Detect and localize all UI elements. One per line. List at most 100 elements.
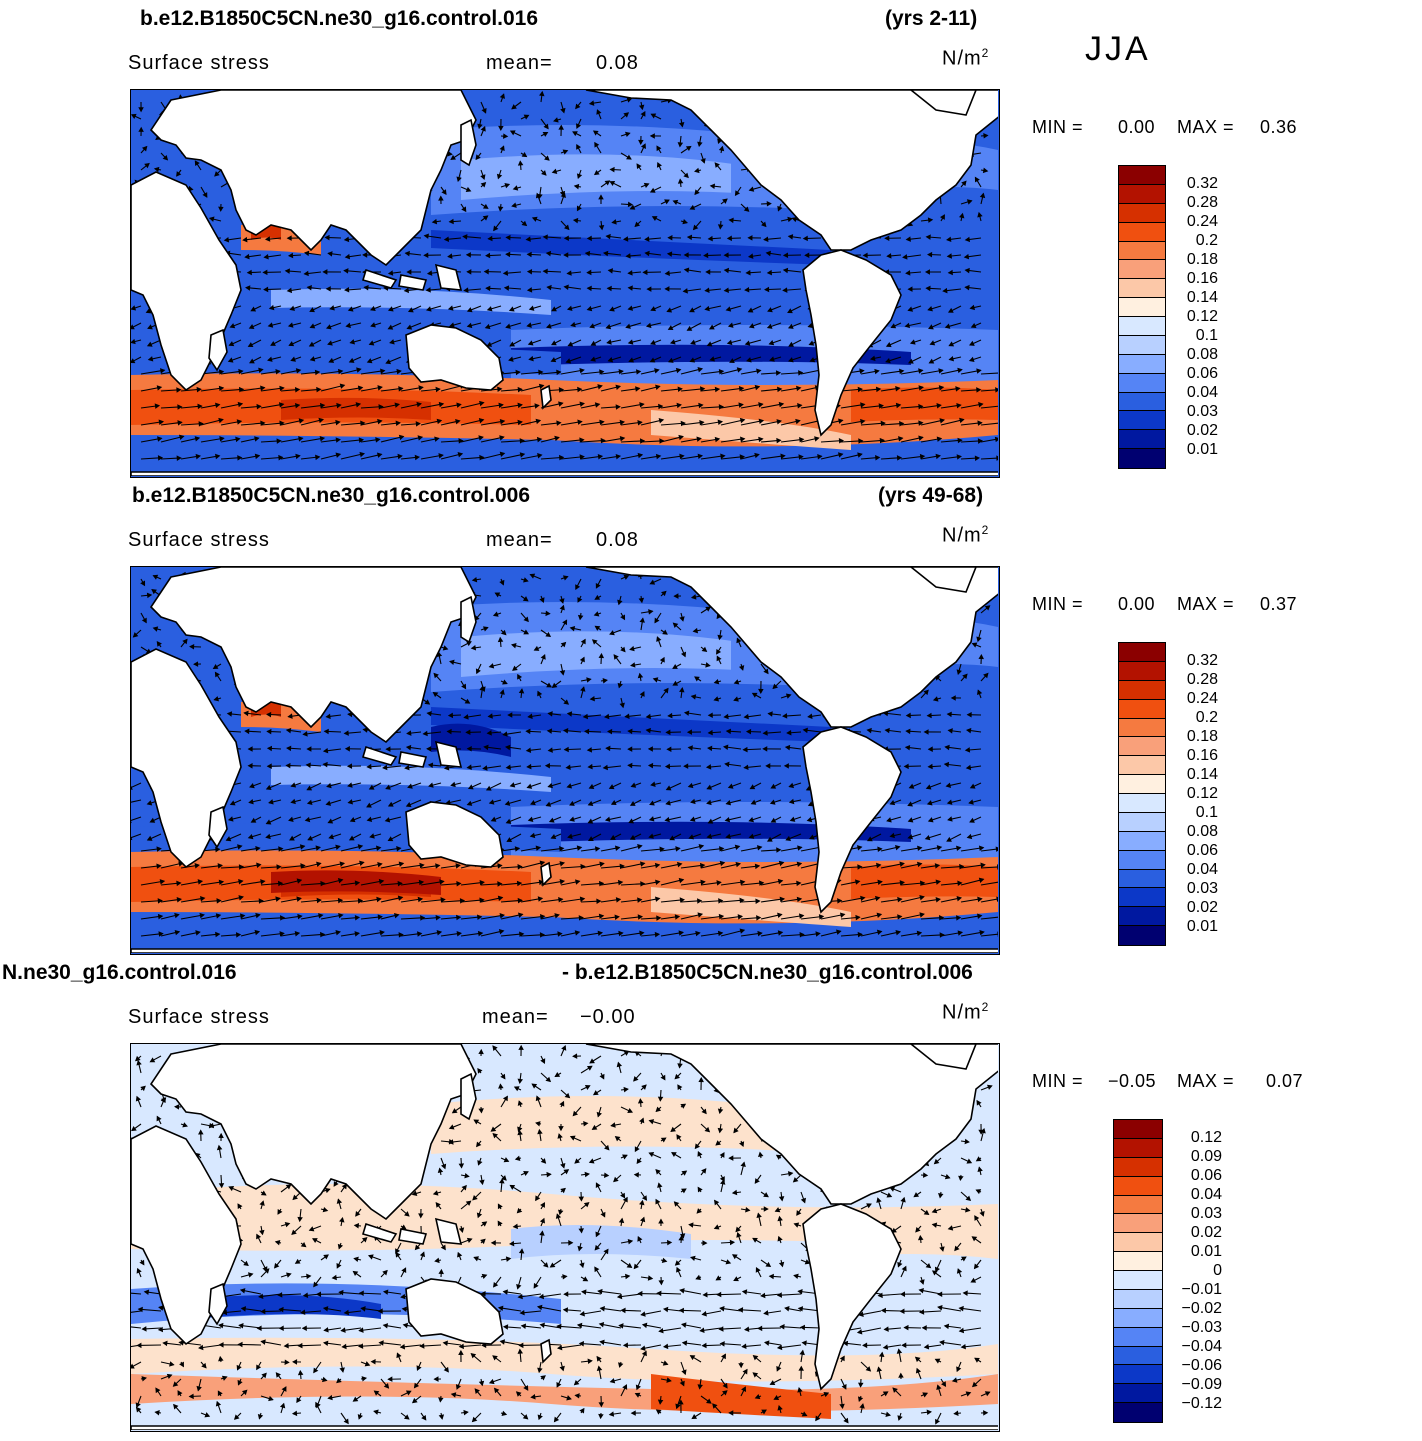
stress-vector-head bbox=[715, 1140, 721, 1146]
stress-vector-head bbox=[387, 306, 394, 312]
stress-vector-head bbox=[255, 912, 261, 919]
stress-vector-head bbox=[648, 833, 654, 839]
stress-vector-head bbox=[384, 817, 391, 823]
stress-vector-head bbox=[176, 387, 182, 393]
stress-vector-head bbox=[777, 205, 783, 212]
stress-vector-head bbox=[366, 816, 373, 823]
stress-vector-head bbox=[131, 305, 137, 311]
stress-vector-head bbox=[560, 107, 566, 114]
stress-vector-head bbox=[243, 710, 249, 717]
stress-vector-head bbox=[471, 576, 478, 583]
stress-vector-head bbox=[316, 897, 322, 904]
stress-vector-head bbox=[366, 358, 373, 364]
stress-vector-head bbox=[755, 898, 761, 904]
stress-vector-head bbox=[639, 1216, 646, 1223]
stress-vector-head bbox=[327, 818, 334, 824]
stress-vector-head bbox=[504, 744, 511, 751]
stress-vector-head bbox=[772, 683, 778, 690]
stress-vector-head bbox=[337, 897, 344, 904]
stress-vector-head bbox=[213, 696, 219, 702]
stress-vector-head bbox=[977, 211, 983, 218]
continent bbox=[802, 726, 902, 914]
stress-vector-head bbox=[598, 913, 605, 920]
stress-vector-head bbox=[370, 305, 376, 312]
stress-vector-head bbox=[597, 930, 604, 937]
stress-vector-head bbox=[854, 879, 861, 885]
stress-vector-head bbox=[135, 1095, 141, 1102]
stress-vector-head bbox=[594, 625, 601, 631]
stress-vector-head bbox=[665, 729, 671, 736]
stress-vector-head bbox=[140, 580, 146, 587]
stress-vector-head bbox=[740, 879, 746, 886]
stress-vector-head bbox=[649, 579, 656, 585]
stress-vector-head bbox=[414, 1244, 421, 1251]
stress-vector-head bbox=[189, 643, 195, 650]
stress-vector-head bbox=[146, 835, 153, 841]
stress-vector bbox=[980, 933, 998, 937]
stress-vector-head bbox=[294, 402, 301, 409]
stress-vector-head bbox=[406, 324, 413, 330]
stress-vector-head bbox=[479, 1179, 485, 1186]
anomaly-region bbox=[131, 1184, 998, 1251]
stress-vector-head bbox=[971, 1236, 978, 1242]
stress-vector-head bbox=[539, 1230, 545, 1236]
stress-vector-head bbox=[637, 897, 643, 903]
stress-vector-head bbox=[141, 617, 147, 624]
stress-vector-head bbox=[766, 269, 772, 276]
continent bbox=[149, 90, 477, 267]
stress-vector-head bbox=[650, 113, 657, 119]
stress-vector-head bbox=[152, 626, 159, 632]
stress-vector-head bbox=[322, 747, 329, 754]
stress-vector-head bbox=[877, 879, 883, 886]
colorbar-box bbox=[1119, 775, 1165, 794]
stress-vector-head bbox=[798, 913, 805, 919]
stress-vector-head bbox=[975, 1189, 982, 1195]
stress-vector-head bbox=[931, 1222, 938, 1228]
stress-vector-head bbox=[620, 646, 626, 653]
stress-vector-head bbox=[278, 402, 285, 408]
stress-vector-head bbox=[326, 782, 332, 789]
stress-vector-head bbox=[641, 1195, 648, 1201]
stress-vector-head bbox=[579, 367, 585, 374]
stress-vector-head bbox=[443, 765, 450, 771]
years-label: (yrs 2-11) bbox=[885, 7, 978, 30]
stress-vector-head bbox=[687, 745, 693, 751]
continent bbox=[131, 471, 998, 476]
stress-vector-head bbox=[935, 879, 942, 885]
stress-vector-head bbox=[159, 368, 166, 374]
mean-label: mean= bbox=[486, 52, 553, 74]
stress-vector-head bbox=[817, 454, 823, 460]
stress-vector-head bbox=[566, 711, 573, 717]
stress-vector-head bbox=[387, 836, 394, 842]
stress-vector-head bbox=[535, 845, 542, 851]
stress-vector-head bbox=[664, 199, 670, 205]
stress-vector-head bbox=[265, 819, 272, 825]
stress-vector-head bbox=[966, 712, 972, 718]
stress-vector-head bbox=[604, 713, 610, 720]
stress-vector-head bbox=[546, 284, 552, 291]
stress-vector-head bbox=[639, 691, 645, 697]
stress-vector-head bbox=[448, 1139, 454, 1145]
stress-vector-head bbox=[516, 880, 523, 887]
stress-vector-head bbox=[778, 860, 785, 867]
stress-vector-head bbox=[478, 1108, 484, 1114]
stress-vector-head bbox=[218, 206, 224, 212]
stress-vector-head bbox=[176, 455, 182, 461]
stress-vector-head bbox=[594, 846, 601, 852]
stress-vector-head bbox=[323, 1254, 329, 1260]
stress-vector-head bbox=[177, 404, 183, 410]
stress-vector-head bbox=[449, 322, 455, 328]
map-field bbox=[131, 567, 998, 953]
stress-vector-head bbox=[690, 694, 697, 700]
stress-vector-head bbox=[855, 914, 861, 921]
stress-vector-head bbox=[905, 712, 911, 719]
stress-vector-head bbox=[928, 324, 934, 330]
stress-vector-head bbox=[563, 235, 569, 242]
stress-vector-head bbox=[398, 861, 405, 867]
stress-vector-head bbox=[739, 897, 745, 904]
stress-vector-head bbox=[316, 861, 322, 867]
stress-vector-head bbox=[609, 630, 615, 636]
stress-vector-head bbox=[909, 339, 916, 345]
stress-vector-head bbox=[266, 763, 272, 769]
stress-vector-head bbox=[238, 879, 244, 885]
